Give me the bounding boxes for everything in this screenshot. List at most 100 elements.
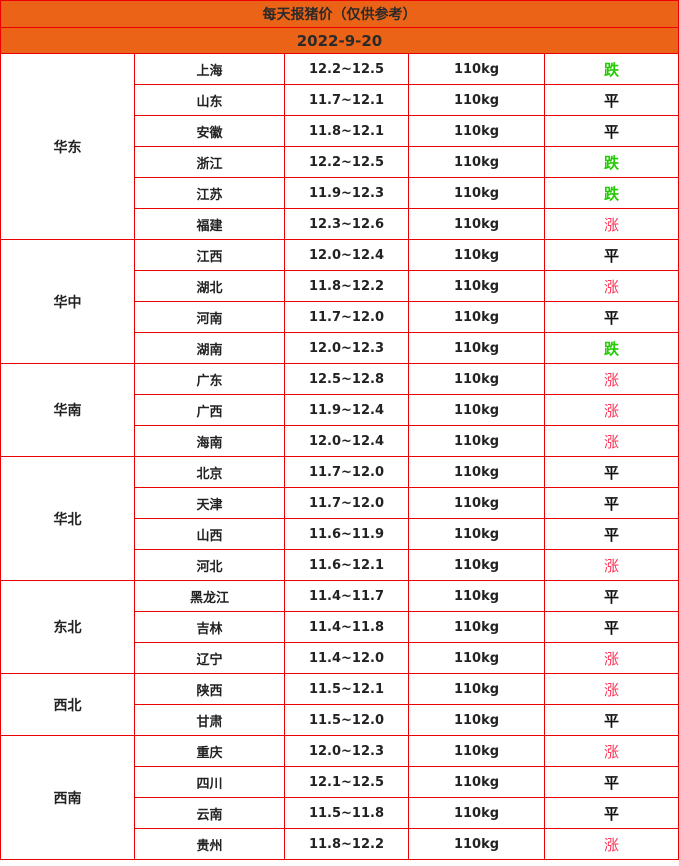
price-cell: 12.0~12.4: [284, 239, 409, 271]
trend-cell: 平: [544, 766, 679, 798]
table-row: 浙江 12.2~12.5 110kg 跌: [1, 146, 679, 178]
region-cell: 华北: [0, 456, 135, 581]
trend-cell: 平: [544, 456, 679, 488]
region-cell: 华东: [0, 53, 135, 240]
table-row: 华中 江西 12.0~12.4 110kg 平: [0, 239, 679, 364]
table-row: 河北 11.6~12.1 110kg 涨: [1, 549, 679, 581]
table-row: 辽宁 11.4~12.0 110kg 涨: [1, 642, 679, 674]
table-row: 云南 11.5~11.8 110kg 平: [1, 797, 679, 829]
weight-cell: 110kg: [408, 766, 545, 798]
province-cell: 上海: [134, 53, 285, 85]
trend-cell: 涨: [544, 363, 679, 395]
weight-cell: 110kg: [408, 580, 545, 612]
weight-cell: 110kg: [408, 177, 545, 209]
table-row: 西南 重庆 12.0~12.3 110kg 涨: [0, 735, 679, 860]
trend-cell: 平: [544, 487, 679, 519]
trend-cell: 涨: [544, 270, 679, 302]
trend-cell: 平: [544, 518, 679, 550]
weight-cell: 110kg: [408, 208, 545, 240]
province-cell: 山东: [134, 84, 285, 116]
region-cell: 西北: [0, 673, 135, 736]
table-row: 华南 广东 12.5~12.8 110kg 涨: [0, 363, 679, 457]
province-cell: 四川: [134, 766, 285, 798]
price-cell: 11.4~11.7: [284, 580, 409, 612]
trend-cell: 平: [544, 301, 679, 333]
trend-cell: 平: [544, 239, 679, 271]
region-cell: 华南: [0, 363, 135, 457]
table-row: 湖南 12.0~12.3 110kg 跌: [1, 332, 679, 364]
province-cell: 福建: [134, 208, 285, 240]
price-cell: 12.2~12.5: [284, 146, 409, 178]
price-cell: 11.7~12.0: [284, 301, 409, 333]
weight-cell: 110kg: [408, 797, 545, 829]
weight-cell: 110kg: [408, 270, 545, 302]
province-cell: 湖南: [134, 332, 285, 364]
weight-cell: 110kg: [408, 642, 545, 674]
trend-cell: 涨: [544, 425, 679, 457]
weight-cell: 110kg: [408, 456, 545, 488]
price-cell: 11.9~12.3: [284, 177, 409, 209]
weight-cell: 110kg: [408, 425, 545, 457]
weight-cell: 110kg: [408, 84, 545, 116]
province-cell: 浙江: [134, 146, 285, 178]
table-row: 甘肃 11.5~12.0 110kg 平: [1, 704, 679, 736]
weight-cell: 110kg: [408, 549, 545, 581]
province-cell: 北京: [134, 456, 285, 488]
weight-cell: 110kg: [408, 611, 545, 643]
province-cell: 江苏: [134, 177, 285, 209]
region-cell: 西南: [0, 735, 135, 860]
trend-cell: 跌: [544, 53, 679, 85]
weight-cell: 110kg: [408, 301, 545, 333]
weight-cell: 110kg: [408, 53, 545, 85]
region-cell: 华中: [0, 239, 135, 364]
table-row: 华北 北京 11.7~12.0 110kg 平: [0, 456, 679, 581]
table-row: 山西 11.6~11.9 110kg 平: [1, 518, 679, 550]
price-cell: 11.8~12.2: [284, 270, 409, 302]
trend-cell: 涨: [544, 642, 679, 674]
province-cell: 吉林: [134, 611, 285, 643]
price-cell: 12.0~12.3: [284, 735, 409, 767]
price-cell: 11.8~12.1: [284, 115, 409, 147]
weight-cell: 110kg: [408, 828, 545, 860]
table-row: 福建 12.3~12.6 110kg 涨: [1, 208, 679, 240]
price-cell: 11.4~12.0: [284, 642, 409, 674]
province-cell: 山西: [134, 518, 285, 550]
price-cell: 12.2~12.5: [284, 53, 409, 85]
table-row: 贵州 11.8~12.2 110kg 涨: [1, 828, 679, 860]
weight-cell: 110kg: [408, 363, 545, 395]
table-row: 东北 黑龙江 11.4~11.7 110kg 平: [0, 580, 679, 674]
table-row: 西北 陕西 11.5~12.1 110kg 涨: [0, 673, 679, 736]
province-cell: 江西: [134, 239, 285, 271]
province-cell: 湖北: [134, 270, 285, 302]
province-cell: 黑龙江: [134, 580, 285, 612]
province-cell: 海南: [134, 425, 285, 457]
trend-cell: 平: [544, 580, 679, 612]
province-cell: 贵州: [134, 828, 285, 860]
table-date: 2022-9-20: [0, 27, 679, 54]
weight-cell: 110kg: [408, 115, 545, 147]
table-row: 河南 11.7~12.0 110kg 平: [1, 301, 679, 333]
table-row: 湖北 11.8~12.2 110kg 涨: [1, 270, 679, 302]
price-cell: 11.5~11.8: [284, 797, 409, 829]
weight-cell: 110kg: [408, 704, 545, 736]
trend-cell: 跌: [544, 177, 679, 209]
table-row: 山东 11.7~12.1 110kg 平: [1, 84, 679, 116]
province-cell: 重庆: [134, 735, 285, 767]
table-row: 安徽 11.8~12.1 110kg 平: [1, 115, 679, 147]
weight-cell: 110kg: [408, 394, 545, 426]
trend-cell: 平: [544, 115, 679, 147]
trend-cell: 涨: [544, 208, 679, 240]
weight-cell: 110kg: [408, 735, 545, 767]
trend-cell: 平: [544, 84, 679, 116]
price-cell: 11.9~12.4: [284, 394, 409, 426]
province-cell: 广西: [134, 394, 285, 426]
price-cell: 11.7~12.0: [284, 456, 409, 488]
price-cell: 12.0~12.4: [284, 425, 409, 457]
trend-cell: 平: [544, 797, 679, 829]
trend-cell: 平: [544, 611, 679, 643]
price-cell: 12.3~12.6: [284, 208, 409, 240]
price-cell: 11.5~12.1: [284, 673, 409, 705]
trend-cell: 涨: [544, 549, 679, 581]
province-cell: 河北: [134, 549, 285, 581]
